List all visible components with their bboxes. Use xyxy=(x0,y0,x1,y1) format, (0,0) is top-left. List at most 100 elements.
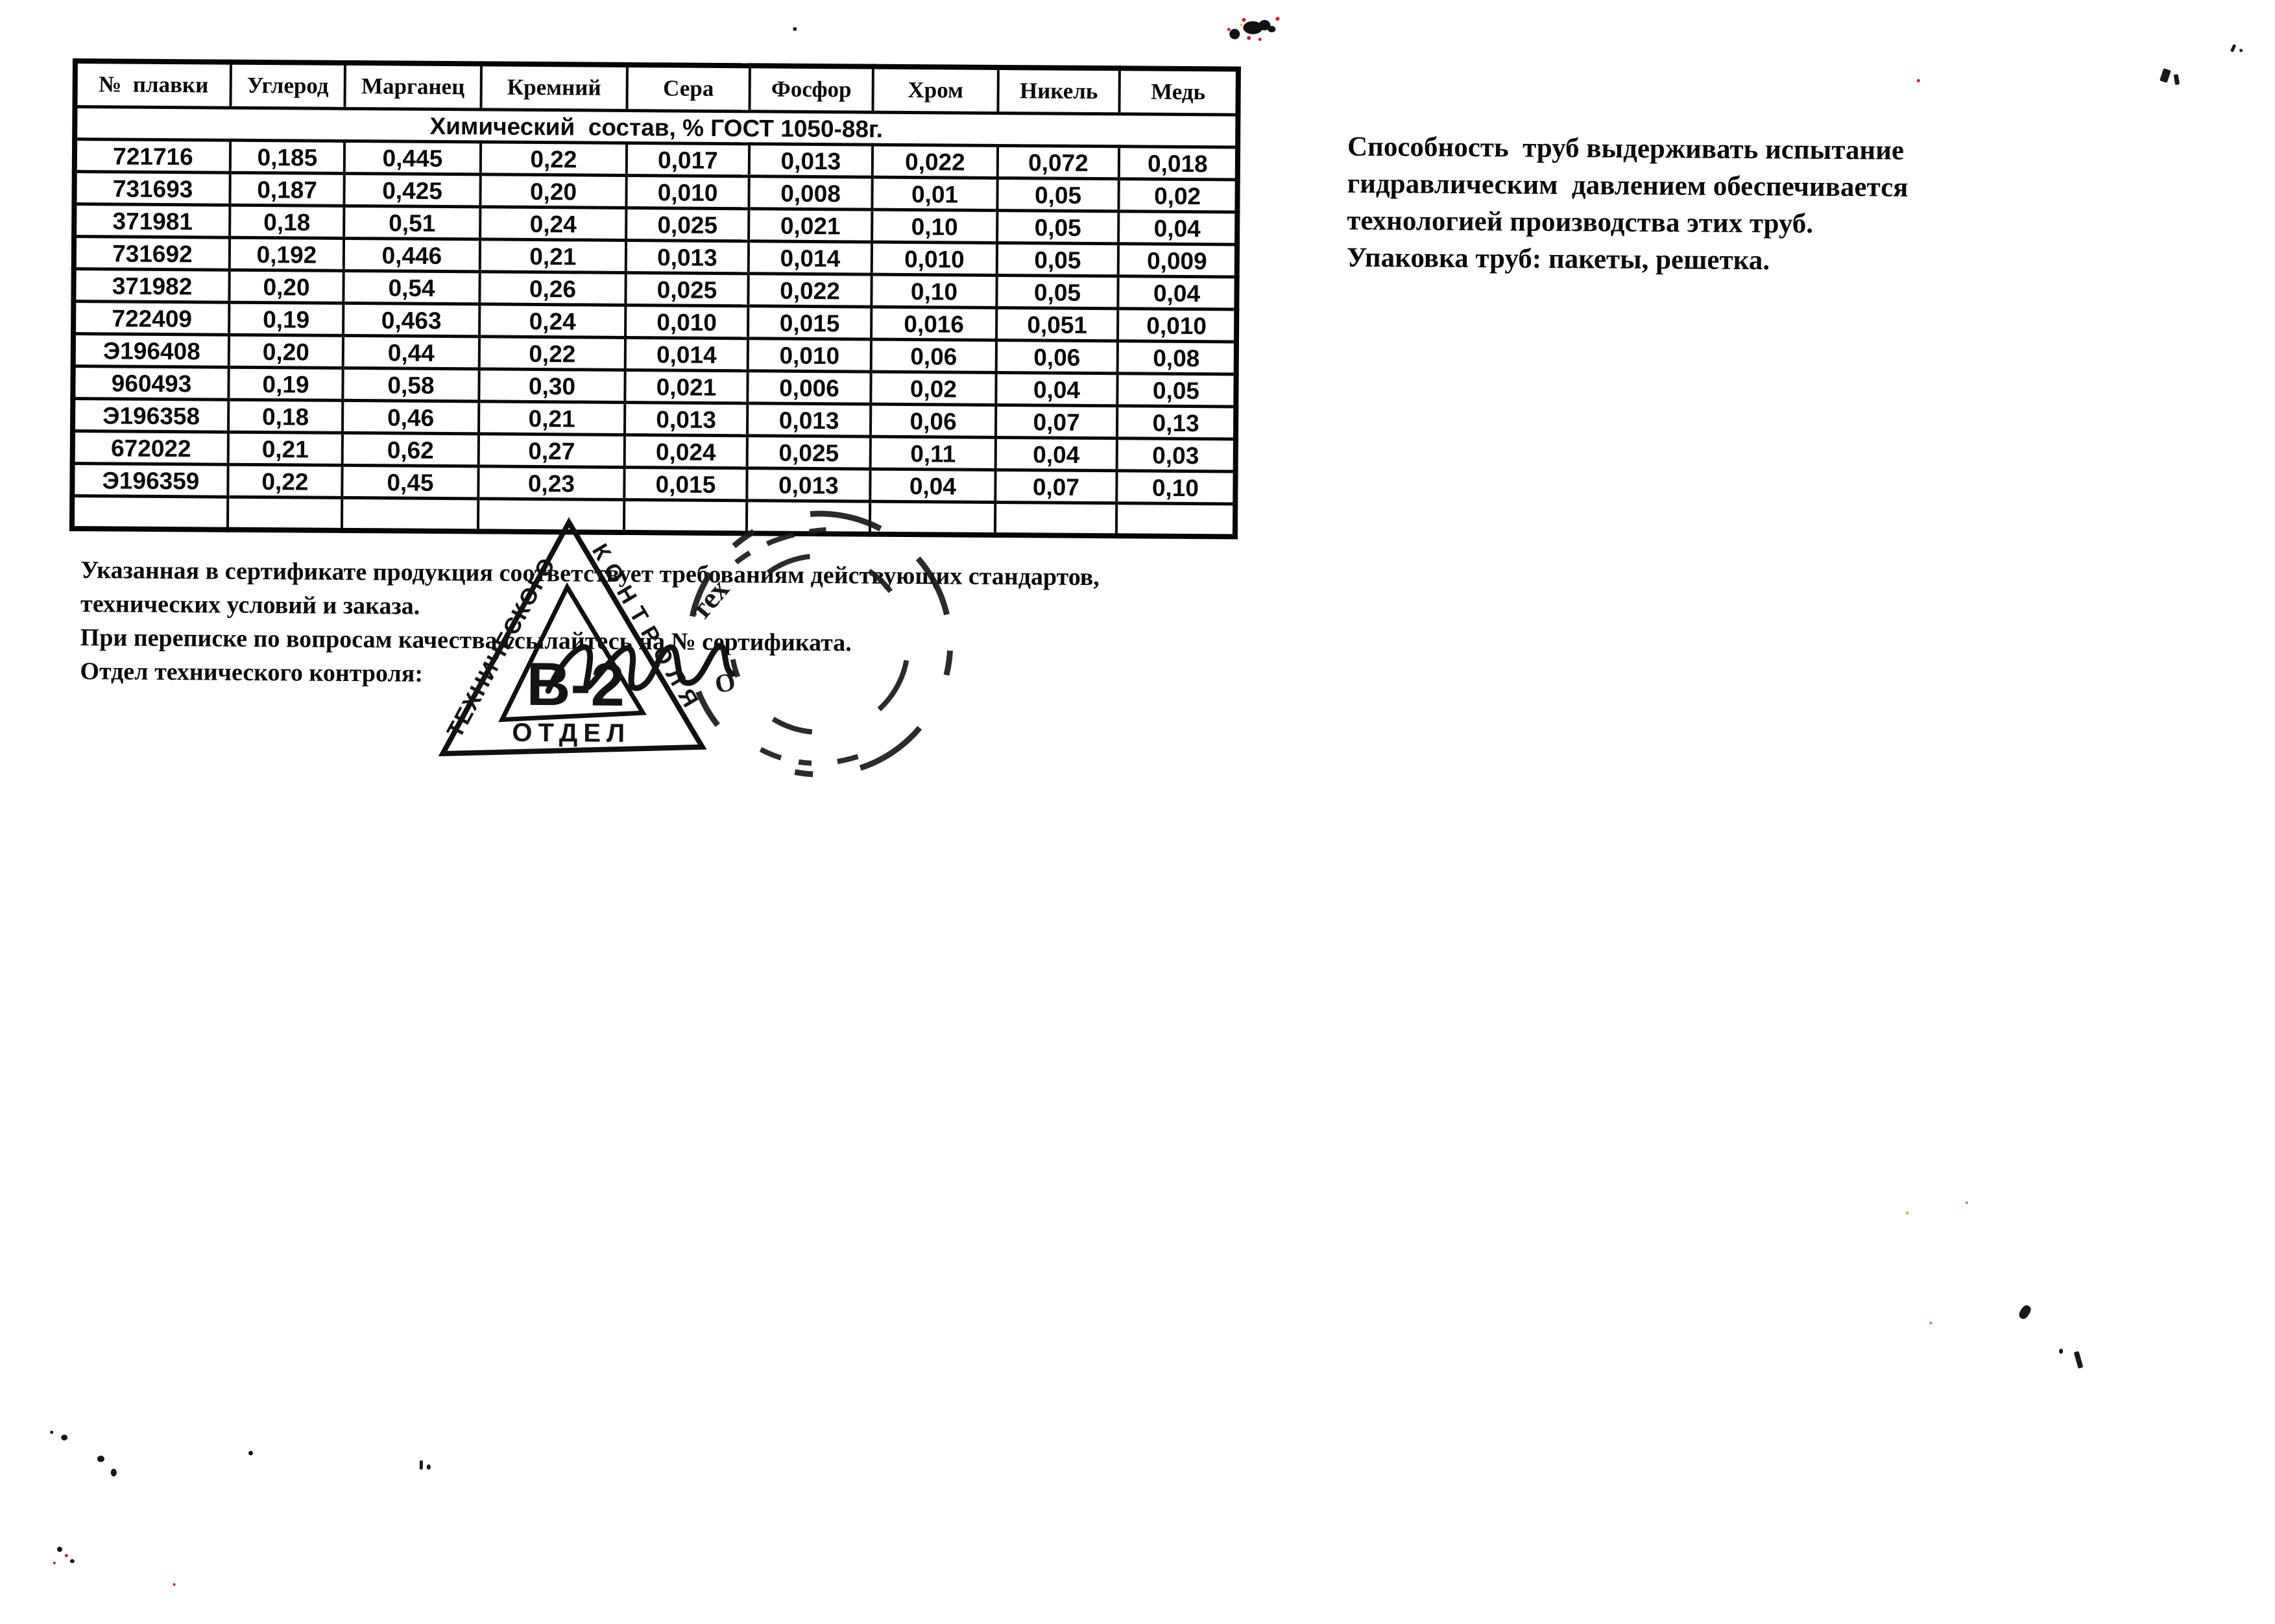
value-cell: 0,445 xyxy=(344,141,481,174)
value-cell: 0,22 xyxy=(479,336,626,370)
stamps-overlay: тех О ТЕХНИЧЕСКОГО КОНТРОЛЯ В-2 ОТДЕЛ xyxy=(438,510,954,778)
empty-cell xyxy=(227,497,343,531)
value-cell: 0,013 xyxy=(624,402,748,436)
value-cell: 0,08 xyxy=(1117,340,1236,375)
value-cell: 0,072 xyxy=(997,145,1120,179)
column-header: Кремний xyxy=(481,64,627,111)
scan-speck xyxy=(2230,43,2237,53)
value-cell: 0,01 xyxy=(872,177,998,211)
value-cell: 0,06 xyxy=(871,339,997,373)
scan-speck xyxy=(64,1553,68,1558)
value-cell: 0,44 xyxy=(343,335,480,369)
value-cell: 0,009 xyxy=(1118,243,1238,278)
value-cell: 0,62 xyxy=(342,433,479,466)
value-cell: 0,21 xyxy=(479,239,627,273)
empty-cell xyxy=(994,502,1117,536)
scan-speck xyxy=(1916,78,1920,82)
scan-speck xyxy=(2059,1348,2064,1354)
signature xyxy=(545,643,736,694)
scan-speck xyxy=(53,1561,56,1564)
value-cell: 0,03 xyxy=(1116,438,1236,472)
empty-cell xyxy=(1116,503,1236,537)
scan-speck xyxy=(1929,1322,1932,1325)
value-cell: 0,21 xyxy=(478,401,625,435)
column-header: № плавки xyxy=(75,61,231,108)
heat-number-cell: 722409 xyxy=(73,301,230,335)
scan-speck xyxy=(248,1450,254,1455)
value-cell: 0,025 xyxy=(626,208,749,241)
value-cell: 0,187 xyxy=(230,173,344,206)
text-line: технологией производства этих труб. xyxy=(1347,205,1814,239)
value-cell: 0,19 xyxy=(228,367,343,401)
value-cell: 0,06 xyxy=(870,404,996,438)
value-cell: 0,02 xyxy=(871,372,996,405)
heat-number-cell: 731693 xyxy=(74,171,230,206)
chemical-composition-table: Химический состав, % ГОСТ 1050-88г. № пл… xyxy=(69,58,1241,540)
value-cell: 0,21 xyxy=(228,432,343,466)
value-cell: 0,022 xyxy=(748,273,872,307)
scan-speck xyxy=(2173,74,2180,86)
triangle-stamp xyxy=(438,517,707,757)
scan-speck xyxy=(61,1434,68,1440)
value-cell: 0,46 xyxy=(342,400,479,434)
empty-cell xyxy=(71,496,228,530)
value-cell: 0,04 xyxy=(1118,211,1238,245)
value-cell: 0,008 xyxy=(749,176,873,210)
value-cell: 0,20 xyxy=(229,270,344,304)
value-cell: 0,446 xyxy=(343,238,481,272)
value-cell: 0,18 xyxy=(228,400,343,433)
value-cell: 0,010 xyxy=(625,305,749,339)
value-cell: 0,010 xyxy=(871,242,998,276)
text-line: Упаковка труб: пакеты, решетка. xyxy=(1346,242,1770,276)
scan-speck xyxy=(419,1460,423,1470)
scan-speck xyxy=(1965,1201,1968,1204)
value-cell: 0,463 xyxy=(343,303,480,337)
scan-speck xyxy=(1905,1211,1909,1215)
column-header: Хром xyxy=(873,66,998,113)
value-cell: 0,05 xyxy=(997,210,1119,244)
value-cell: 0,22 xyxy=(480,141,627,176)
value-cell: 0,13 xyxy=(1116,405,1236,440)
text-line: гидравлическим давлением обеспечивается xyxy=(1347,168,1908,203)
value-cell: 0,10 xyxy=(871,274,997,308)
column-header: Фосфор xyxy=(749,66,873,113)
value-cell: 0,30 xyxy=(479,368,625,403)
scan-speck xyxy=(110,1468,117,1477)
value-cell: 0,010 xyxy=(747,338,872,372)
value-cell: 0,006 xyxy=(747,370,871,405)
column-header: Марганец xyxy=(344,62,481,110)
scan-speck xyxy=(2160,68,2171,83)
value-cell: 0,54 xyxy=(343,270,480,304)
heat-number-cell: Э196359 xyxy=(72,463,228,497)
heat-number-cell: 960493 xyxy=(73,366,229,400)
value-cell: 0,014 xyxy=(625,337,749,371)
value-cell: 0,02 xyxy=(1118,178,1238,213)
value-cell: 0,017 xyxy=(626,143,750,176)
value-cell: 0,18 xyxy=(230,205,344,239)
value-cell: 0,05 xyxy=(997,178,1119,211)
ink-blot xyxy=(1227,16,1280,42)
value-cell: 0,07 xyxy=(995,405,1118,438)
value-cell: 0,015 xyxy=(748,305,872,340)
pipe-testing-paragraph: Способность труб выдерживать испытание ги… xyxy=(1347,128,2049,281)
column-header: Сера xyxy=(627,64,750,112)
value-cell: 0,016 xyxy=(871,307,997,340)
heat-number-cell: 731692 xyxy=(73,236,230,270)
value-cell: 0,24 xyxy=(480,206,627,241)
heat-number-cell: 371982 xyxy=(73,269,230,303)
value-cell: 0,04 xyxy=(1118,276,1237,310)
column-header: Никель xyxy=(998,67,1120,114)
value-cell: 0,025 xyxy=(625,272,749,306)
value-cell: 0,013 xyxy=(625,240,749,274)
value-cell: 0,021 xyxy=(749,208,873,243)
scan-speck xyxy=(56,1546,62,1552)
value-cell: 0,010 xyxy=(626,175,749,209)
value-cell: 0,425 xyxy=(344,173,481,207)
scan-speck xyxy=(2073,1351,2084,1369)
table-header-row: № плавки Углерод Марганец Кремний Сера Фосфор… xyxy=(75,61,1238,115)
value-cell: 0,018 xyxy=(1118,146,1238,180)
heat-number-cell: Э196408 xyxy=(73,333,230,368)
scan-speck xyxy=(50,1430,54,1434)
value-cell: 0,20 xyxy=(480,174,627,208)
